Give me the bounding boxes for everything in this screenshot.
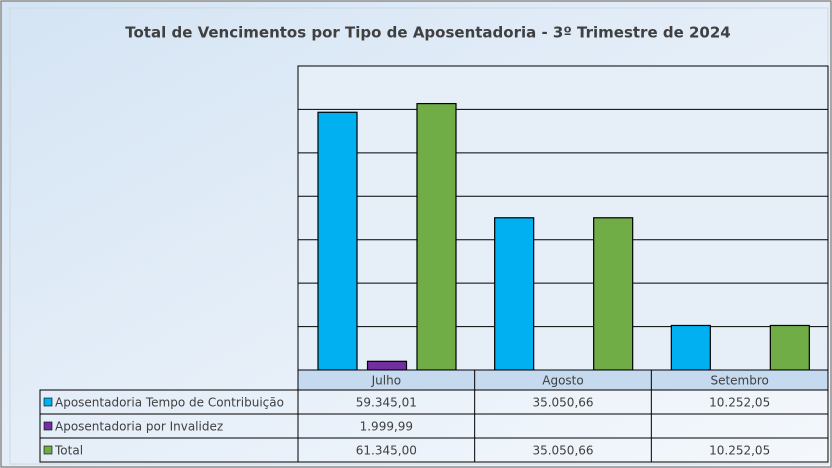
x-tick-label: Agosto	[542, 374, 583, 388]
data-label: 35.050,66	[532, 396, 593, 410]
legend-label: Aposentadoria Tempo de Contribuição	[55, 396, 284, 410]
plot-area	[297, 65, 829, 371]
data-label: 10.252,05	[709, 444, 770, 458]
data-label: 61.345,00	[356, 444, 417, 458]
bar	[670, 324, 711, 371]
bar	[769, 324, 810, 371]
legend-swatch	[43, 397, 53, 407]
chart-title: Total de Vencimentos por Tipo de Aposent…	[125, 24, 730, 42]
data-label: 59.345,01	[356, 396, 417, 410]
legend-swatch	[43, 445, 53, 455]
legend-swatch	[43, 421, 53, 431]
bar	[366, 360, 408, 371]
bar	[317, 111, 358, 371]
x-tick-label: Setembro	[710, 374, 768, 388]
data-label: 1.999,99	[360, 420, 413, 434]
legend-label: Total	[54, 444, 83, 458]
data-label: 10.252,05	[709, 396, 770, 410]
data-label: 35.050,66	[532, 444, 593, 458]
bar	[416, 102, 457, 371]
bar	[593, 217, 634, 371]
legend-label: Aposentadoria por Invalidez	[55, 420, 223, 434]
bar	[494, 217, 535, 371]
x-tick-label: Julho	[371, 374, 401, 388]
